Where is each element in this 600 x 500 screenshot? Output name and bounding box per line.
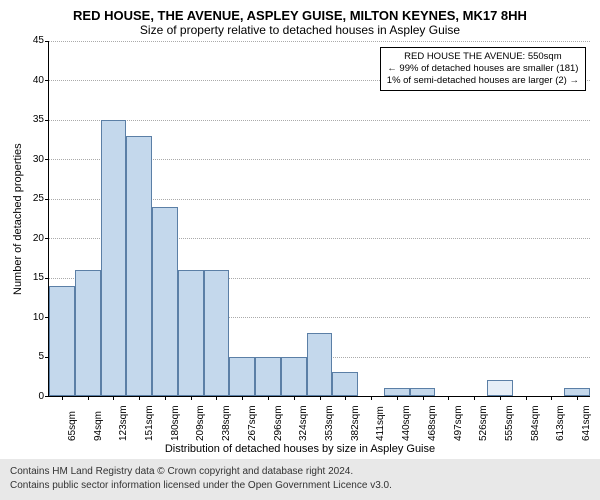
footer-line-1: Contains HM Land Registry data © Crown c…: [10, 465, 590, 479]
bar: [332, 372, 358, 396]
bar: [75, 270, 101, 396]
y-tick-mark: [45, 396, 49, 397]
y-tick-label: 0: [38, 392, 44, 402]
x-tick-label: 613sqm: [555, 405, 566, 441]
bar: [126, 136, 152, 396]
y-tick-label: 40: [33, 76, 44, 86]
x-tick-label: 180sqm: [170, 405, 181, 441]
legend-line-1: RED HOUSE THE AVENUE: 550sqm: [387, 51, 579, 63]
x-tick-label: 324sqm: [298, 405, 309, 441]
y-tick-label: 45: [33, 36, 44, 46]
bar: [152, 207, 178, 396]
chart-container: RED HOUSE, THE AVENUE, ASPLEY GUISE, MIL…: [0, 0, 600, 459]
bar: [307, 333, 333, 396]
y-tick-mark: [45, 159, 49, 160]
legend-line-3: 1% of semi-detached houses are larger (2…: [387, 75, 579, 87]
x-tick-label: 584sqm: [530, 405, 541, 441]
bar: [564, 388, 590, 396]
plot-area: Number of detached properties 4540353025…: [10, 41, 590, 397]
gridline: [49, 41, 590, 42]
bar: [255, 357, 281, 396]
x-tick-label: 411sqm: [375, 406, 386, 441]
y-tick-label: 25: [33, 194, 44, 204]
chart-title-sub: Size of property relative to detached ho…: [10, 23, 590, 37]
y-tick-label: 10: [33, 313, 44, 323]
x-tick-label: 555sqm: [504, 405, 515, 441]
x-axis-ticks: 65sqm 94sqm 123sqm 151sqm 180sqm 209sqm 238sqm…: [50, 397, 590, 445]
gridline: [49, 120, 590, 121]
y-tick-label: 15: [33, 273, 44, 283]
x-tick-label: 353sqm: [324, 405, 335, 441]
x-tick-label: 382sqm: [350, 405, 361, 441]
bar: [101, 120, 127, 396]
x-tick-label: 94sqm: [93, 411, 104, 441]
x-tick-label: 123sqm: [118, 405, 129, 441]
x-tick-label: 497sqm: [453, 405, 464, 441]
bar: [281, 357, 307, 396]
footer-line-2: Contains public sector information licen…: [10, 479, 590, 493]
bar: [178, 270, 204, 396]
x-tick-label: 65sqm: [67, 411, 78, 441]
bar: [229, 357, 255, 396]
footer: Contains HM Land Registry data © Crown c…: [0, 459, 600, 500]
y-tick-mark: [45, 41, 49, 42]
x-tick-label: 296sqm: [273, 405, 284, 441]
x-axis-row: 65sqm 94sqm 123sqm 151sqm 180sqm 209sqm 238sqm…: [10, 397, 590, 445]
x-tick-label: 151sqm: [144, 405, 155, 441]
chart-title-main: RED HOUSE, THE AVENUE, ASPLEY GUISE, MIL…: [10, 8, 590, 23]
plot-region: RED HOUSE THE AVENUE: 550sqm ← 99% of de…: [48, 41, 590, 397]
y-tick-label: 20: [33, 234, 44, 244]
x-tick-label: 468sqm: [427, 405, 438, 441]
y-tick-mark: [45, 199, 49, 200]
y-tick-mark: [45, 80, 49, 81]
y-tick-label: 30: [33, 155, 44, 165]
bar: [384, 388, 410, 396]
bar: [410, 388, 436, 396]
y-tick-mark: [45, 120, 49, 121]
legend-line-2: ← 99% of detached houses are smaller (18…: [387, 63, 579, 75]
x-tick-label: 526sqm: [478, 405, 489, 441]
y-axis-ticks: 454035302520151050: [26, 41, 48, 397]
y-tick-label: 5: [38, 352, 44, 362]
bar: [49, 286, 75, 396]
x-tick-label: 440sqm: [401, 405, 412, 441]
legend-box: RED HOUSE THE AVENUE: 550sqm ← 99% of de…: [380, 47, 586, 91]
y-axis-label: Number of detached properties: [10, 41, 26, 397]
x-tick-label: 267sqm: [247, 405, 258, 441]
x-tick-label: 238sqm: [221, 405, 232, 441]
x-tick-label: 209sqm: [195, 405, 206, 441]
y-tick-mark: [45, 278, 49, 279]
y-tick-label: 35: [33, 115, 44, 125]
x-tick-label: 641sqm: [581, 405, 592, 441]
bar-highlight: [487, 380, 513, 396]
bar: [204, 270, 230, 396]
y-tick-mark: [45, 238, 49, 239]
